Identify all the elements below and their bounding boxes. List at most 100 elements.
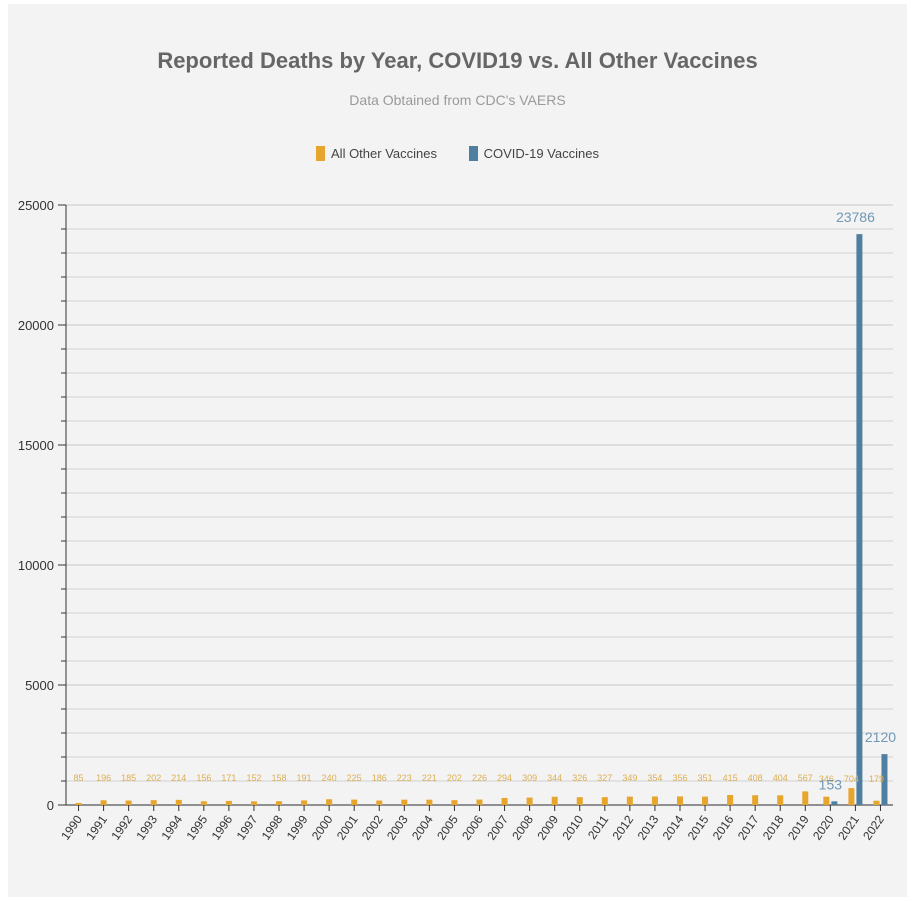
bar-all-other-vaccines — [250, 801, 257, 805]
bar-covid-19-vaccines — [856, 234, 863, 806]
bar-all-other-vaccines — [873, 800, 880, 805]
data-label-all-other-vaccines: 202 — [146, 773, 161, 783]
bar-all-other-vaccines — [802, 791, 809, 805]
x-tick-label: 2002 — [359, 812, 386, 842]
axes: 0 5000 10000 15000 20000 25000 — [18, 198, 893, 813]
data-label-all-other-vaccines: 704 — [844, 774, 859, 784]
legend-swatch-covid — [468, 146, 478, 161]
chart-card — [8, 4, 907, 897]
x-tick-label: 2003 — [384, 812, 411, 842]
grid-lines — [66, 204, 893, 806]
x-tick-label: 1992 — [108, 812, 135, 842]
bar-all-other-vaccines — [651, 796, 658, 805]
bar-all-other-vaccines — [823, 796, 830, 805]
y-tick-label: 15000 — [18, 438, 54, 453]
legend-item-covid[interactable]: COVID-19 Vaccines — [468, 146, 599, 161]
chart-title: Reported Deaths by Year, COVID19 vs. All… — [157, 48, 758, 73]
x-tick-label: 2014 — [660, 812, 687, 842]
bar-all-other-vaccines — [276, 801, 283, 805]
x-tick-label: 2006 — [459, 812, 486, 842]
bar-all-other-vaccines — [401, 799, 408, 805]
data-label-all-other-vaccines: 185 — [121, 773, 136, 783]
data-label-all-other-vaccines: 156 — [196, 773, 211, 783]
y-tick-label: 0 — [47, 798, 54, 813]
data-label-covid-19-vaccines: 2120 — [865, 729, 896, 745]
x-tick-label: 2010 — [559, 812, 586, 842]
x-tick-label: 2005 — [434, 812, 461, 842]
data-label-all-other-vaccines: 349 — [622, 773, 637, 783]
data-labels: 85 196 185 202 214 156 171 152 158 191 240 225 186 22… — [74, 209, 897, 792]
data-label-all-other-vaccines: 567 — [798, 773, 813, 783]
legend-item-other[interactable]: All Other Vaccines — [316, 146, 437, 161]
x-tick-label: 1991 — [83, 812, 110, 842]
x-tick-label: 1999 — [284, 812, 311, 842]
y-tick-label: 10000 — [18, 558, 54, 573]
x-tick-label: 1994 — [158, 812, 185, 842]
bar-all-other-vaccines — [777, 795, 784, 805]
data-label-covid-19-vaccines: 153 — [819, 776, 843, 792]
data-label-all-other-vaccines: 152 — [246, 773, 261, 783]
y-tick-label: 20000 — [18, 318, 54, 333]
bar-all-other-vaccines — [551, 796, 558, 805]
legend: All Other Vaccines COVID-19 Vaccines — [0, 146, 915, 161]
data-label-all-other-vaccines: 354 — [647, 773, 662, 783]
legend-label-covid: COVID-19 Vaccines — [483, 146, 599, 161]
x-tick-label: 2013 — [635, 812, 662, 842]
bar-all-other-vaccines — [75, 802, 82, 805]
bar-all-other-vaccines — [376, 800, 383, 805]
x-tick-label: 2007 — [484, 812, 511, 842]
bar-all-other-vaccines — [200, 801, 207, 805]
bar-all-other-vaccines — [501, 797, 508, 805]
data-label-all-other-vaccines: 223 — [397, 773, 412, 783]
data-label-all-other-vaccines: 186 — [372, 773, 387, 783]
data-label-all-other-vaccines: 171 — [221, 773, 236, 783]
data-label-all-other-vaccines: 214 — [171, 773, 186, 783]
data-label-all-other-vaccines: 408 — [748, 773, 763, 783]
bar-all-other-vaccines — [100, 800, 107, 805]
x-tick-label: 2004 — [409, 812, 436, 842]
data-label-all-other-vaccines: 326 — [572, 773, 587, 783]
bar-all-other-vaccines — [125, 800, 132, 805]
x-tick-label: 2000 — [309, 812, 336, 842]
data-label-all-other-vaccines: 294 — [497, 773, 512, 783]
bar-all-other-vaccines — [451, 800, 458, 805]
bar-covid-19-vaccines — [881, 754, 888, 805]
data-label-all-other-vaccines: 202 — [447, 773, 462, 783]
data-label-all-other-vaccines: 351 — [698, 773, 713, 783]
x-tick-label: 2012 — [610, 812, 637, 842]
data-label-all-other-vaccines: 196 — [96, 773, 111, 783]
bar-covid-19-vaccines — [831, 801, 838, 805]
data-label-all-other-vaccines: 356 — [672, 773, 687, 783]
x-tick-labels: 1990199119921993199419951996199719981999… — [58, 805, 887, 843]
data-label-covid-19-vaccines: 23786 — [836, 209, 875, 225]
data-label-all-other-vaccines: 404 — [773, 773, 788, 783]
x-tick-label: 1995 — [184, 812, 211, 842]
x-tick-label: 2011 — [585, 812, 611, 841]
x-tick-label: 2019 — [785, 812, 812, 842]
x-tick-label: 1990 — [58, 812, 85, 842]
bar-all-other-vaccines — [225, 800, 232, 805]
x-tick-label: 2018 — [760, 812, 787, 842]
bar-all-other-vaccines — [601, 797, 608, 805]
data-label-all-other-vaccines: 225 — [347, 773, 362, 783]
x-tick-label: 1998 — [259, 812, 286, 842]
legend-label-other: All Other Vaccines — [331, 146, 437, 161]
x-tick-label: 2015 — [685, 812, 712, 842]
x-tick-label: 2016 — [710, 812, 737, 842]
bar-all-other-vaccines — [476, 799, 483, 805]
data-label-all-other-vaccines: 191 — [297, 773, 312, 783]
bar-all-other-vaccines — [626, 796, 633, 805]
data-label-all-other-vaccines: 346 — [819, 774, 834, 784]
chart-subtitle: Data Obtained from CDC's VAERS — [349, 92, 566, 108]
x-tick-label: 2001 — [334, 812, 361, 842]
bar-all-other-vaccines — [727, 795, 734, 805]
data-label-all-other-vaccines: 344 — [547, 773, 562, 783]
x-tick-label: 2008 — [509, 812, 536, 842]
x-tick-label: 2017 — [735, 812, 762, 842]
bar-all-other-vaccines — [426, 799, 433, 805]
bar-all-other-vaccines — [676, 796, 683, 805]
y-tick-label: 25000 — [18, 198, 54, 213]
bar-all-other-vaccines — [351, 799, 358, 805]
x-tick-label: 2009 — [534, 812, 561, 842]
